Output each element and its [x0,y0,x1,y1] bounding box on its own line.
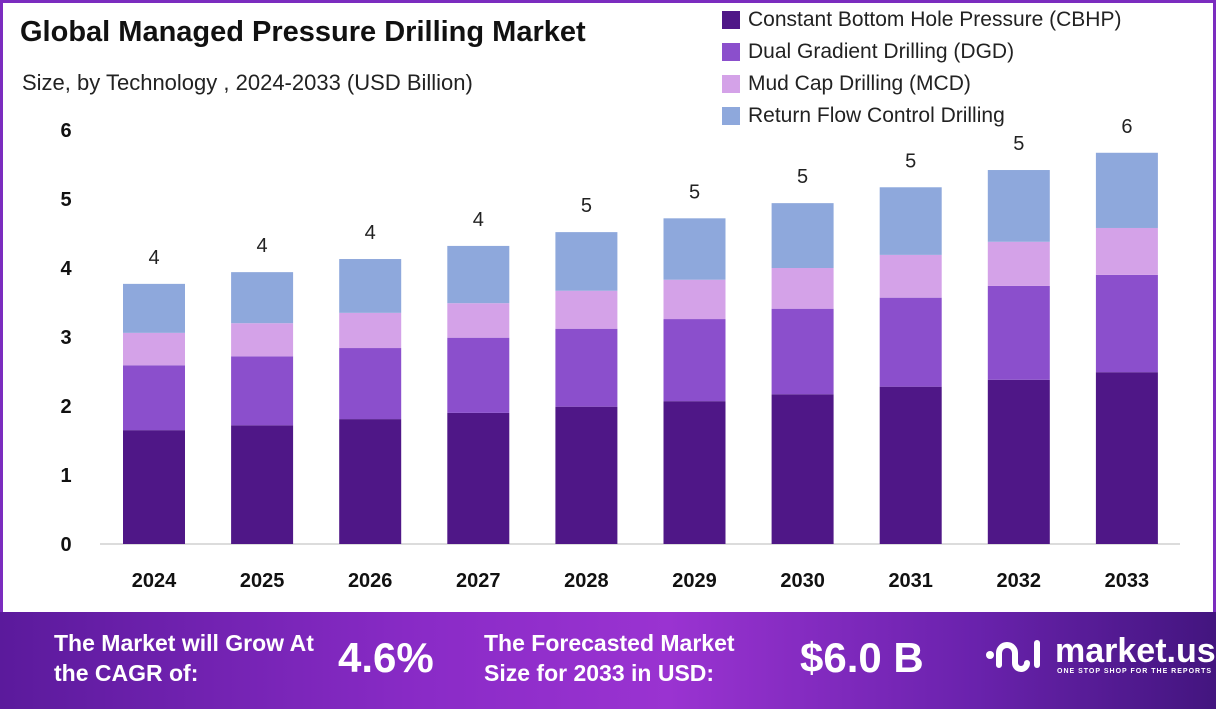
forecast-label: The Forecasted Market Size for 2033 in U… [484,630,735,686]
bar-segment [555,406,618,544]
bar-segment [123,430,185,544]
total-label: 5 [689,181,700,203]
x-tick-label: 2026 [348,570,393,592]
x-tick-label: 2024 [132,570,177,592]
bar-segment [339,312,402,349]
bar-segment [1095,152,1158,228]
bar-segment [1095,372,1158,544]
logo-name: market.us [1055,632,1216,670]
logo-tagline: ONE STOP SHOP FOR THE REPORTS [1057,668,1213,675]
bar-segment [339,259,402,313]
bar-segment [879,297,942,387]
bar-segment [879,386,942,544]
legend: Constant Bottom Hole Pressure (CBHP) Dual… [722,4,1121,132]
bar-segment [987,241,1050,286]
bar-segment [447,337,510,413]
bar-segment [447,303,510,338]
chart-title: Global Managed Pressure Drilling Market [20,16,586,48]
bar-segment [555,232,618,291]
footer-banner: The Market will Grow At the CAGR of: 4.6… [0,612,1216,709]
bar-segment [1095,227,1158,275]
total-label: 5 [905,150,916,172]
bar-segment [987,285,1050,380]
bar-segment [555,328,618,407]
x-tick-label: 2028 [564,570,609,592]
y-tick-label: 1 [60,465,71,487]
bar-segment [339,348,402,420]
bar-segment [771,203,834,268]
bar-segment [663,319,726,402]
legend-swatch [722,11,740,29]
forecast-value: $6.0 B [800,634,924,681]
legend-label: Return Flow Control Drilling [748,104,1005,127]
total-label: 6 [1121,116,1132,138]
x-tick-label: 2031 [888,570,933,592]
y-tick-label: 4 [60,258,72,280]
bar-segment [231,323,294,357]
cagr-value: 4.6% [338,634,434,681]
bar-segment [771,308,834,395]
total-label: 5 [581,195,592,217]
total-label: 4 [365,222,376,244]
bar-segment [123,283,185,333]
bar-segment [231,272,294,324]
legend-swatch [722,75,740,93]
total-label: 4 [257,235,268,257]
legend-swatch [722,43,740,61]
legend-label: Constant Bottom Hole Pressure (CBHP) [748,8,1122,31]
bar-segment [663,401,726,544]
x-tick-label: 2027 [456,570,501,592]
bar-segment [987,379,1050,544]
stacked-bar-chart: 0 1 2 3 4 5 6 4 2024 4 2025 4 2026 4 2027 5 2028 5 2029 5 20… [60,116,1180,592]
total-label: 4 [473,209,484,231]
x-tick-label: 2030 [780,570,825,592]
bar-segment [447,245,510,304]
y-tick-label: 2 [60,396,71,418]
bar-segment [231,356,294,426]
total-label: 5 [1013,133,1024,155]
bar-segment [663,218,726,280]
legend-item: Dual Gradient Drilling (DGD) [722,36,1121,68]
bar-segment [123,365,185,431]
legend-label: Dual Gradient Drilling (DGD) [748,40,1015,63]
y-tick-label: 3 [60,327,71,349]
total-label: 5 [797,166,808,188]
bar-segment [771,268,834,309]
bar-segment [339,419,402,544]
legend-label: Mud Cap Drilling (MCD) [748,72,971,95]
bar-segment [663,279,726,320]
x-tick-label: 2025 [240,570,285,592]
x-tick-label: 2033 [1105,570,1150,592]
x-tick-label: 2029 [672,570,717,592]
y-tick-label: 6 [60,120,71,142]
bar-segment [555,290,618,329]
x-tick-label: 2032 [997,570,1042,592]
legend-item: Return Flow Control Drilling [722,100,1121,132]
chart-subtitle: Size, by Technology , 2024-2033 (USD Bil… [22,70,473,95]
legend-item: Mud Cap Drilling (MCD) [722,68,1121,100]
legend-item: Constant Bottom Hole Pressure (CBHP) [722,4,1121,36]
y-tick-label: 5 [60,189,71,211]
market-us-logo: market.us ONE STOP SHOP FOR THE REPORTS [985,634,1216,675]
legend-swatch [722,107,740,125]
bar-segment [447,412,510,544]
total-label: 4 [148,247,159,269]
bar-segment [879,187,942,255]
bar-segment [879,254,942,298]
bar-segment [231,425,294,544]
bar-segment [1095,274,1158,373]
bar-segment [771,394,834,544]
logo-icon [986,639,1040,672]
y-tick-label: 0 [60,534,71,556]
bar-segment [123,332,185,366]
cagr-label: The Market will Grow At the CAGR of: [54,630,314,686]
bar-segment [987,170,1050,242]
